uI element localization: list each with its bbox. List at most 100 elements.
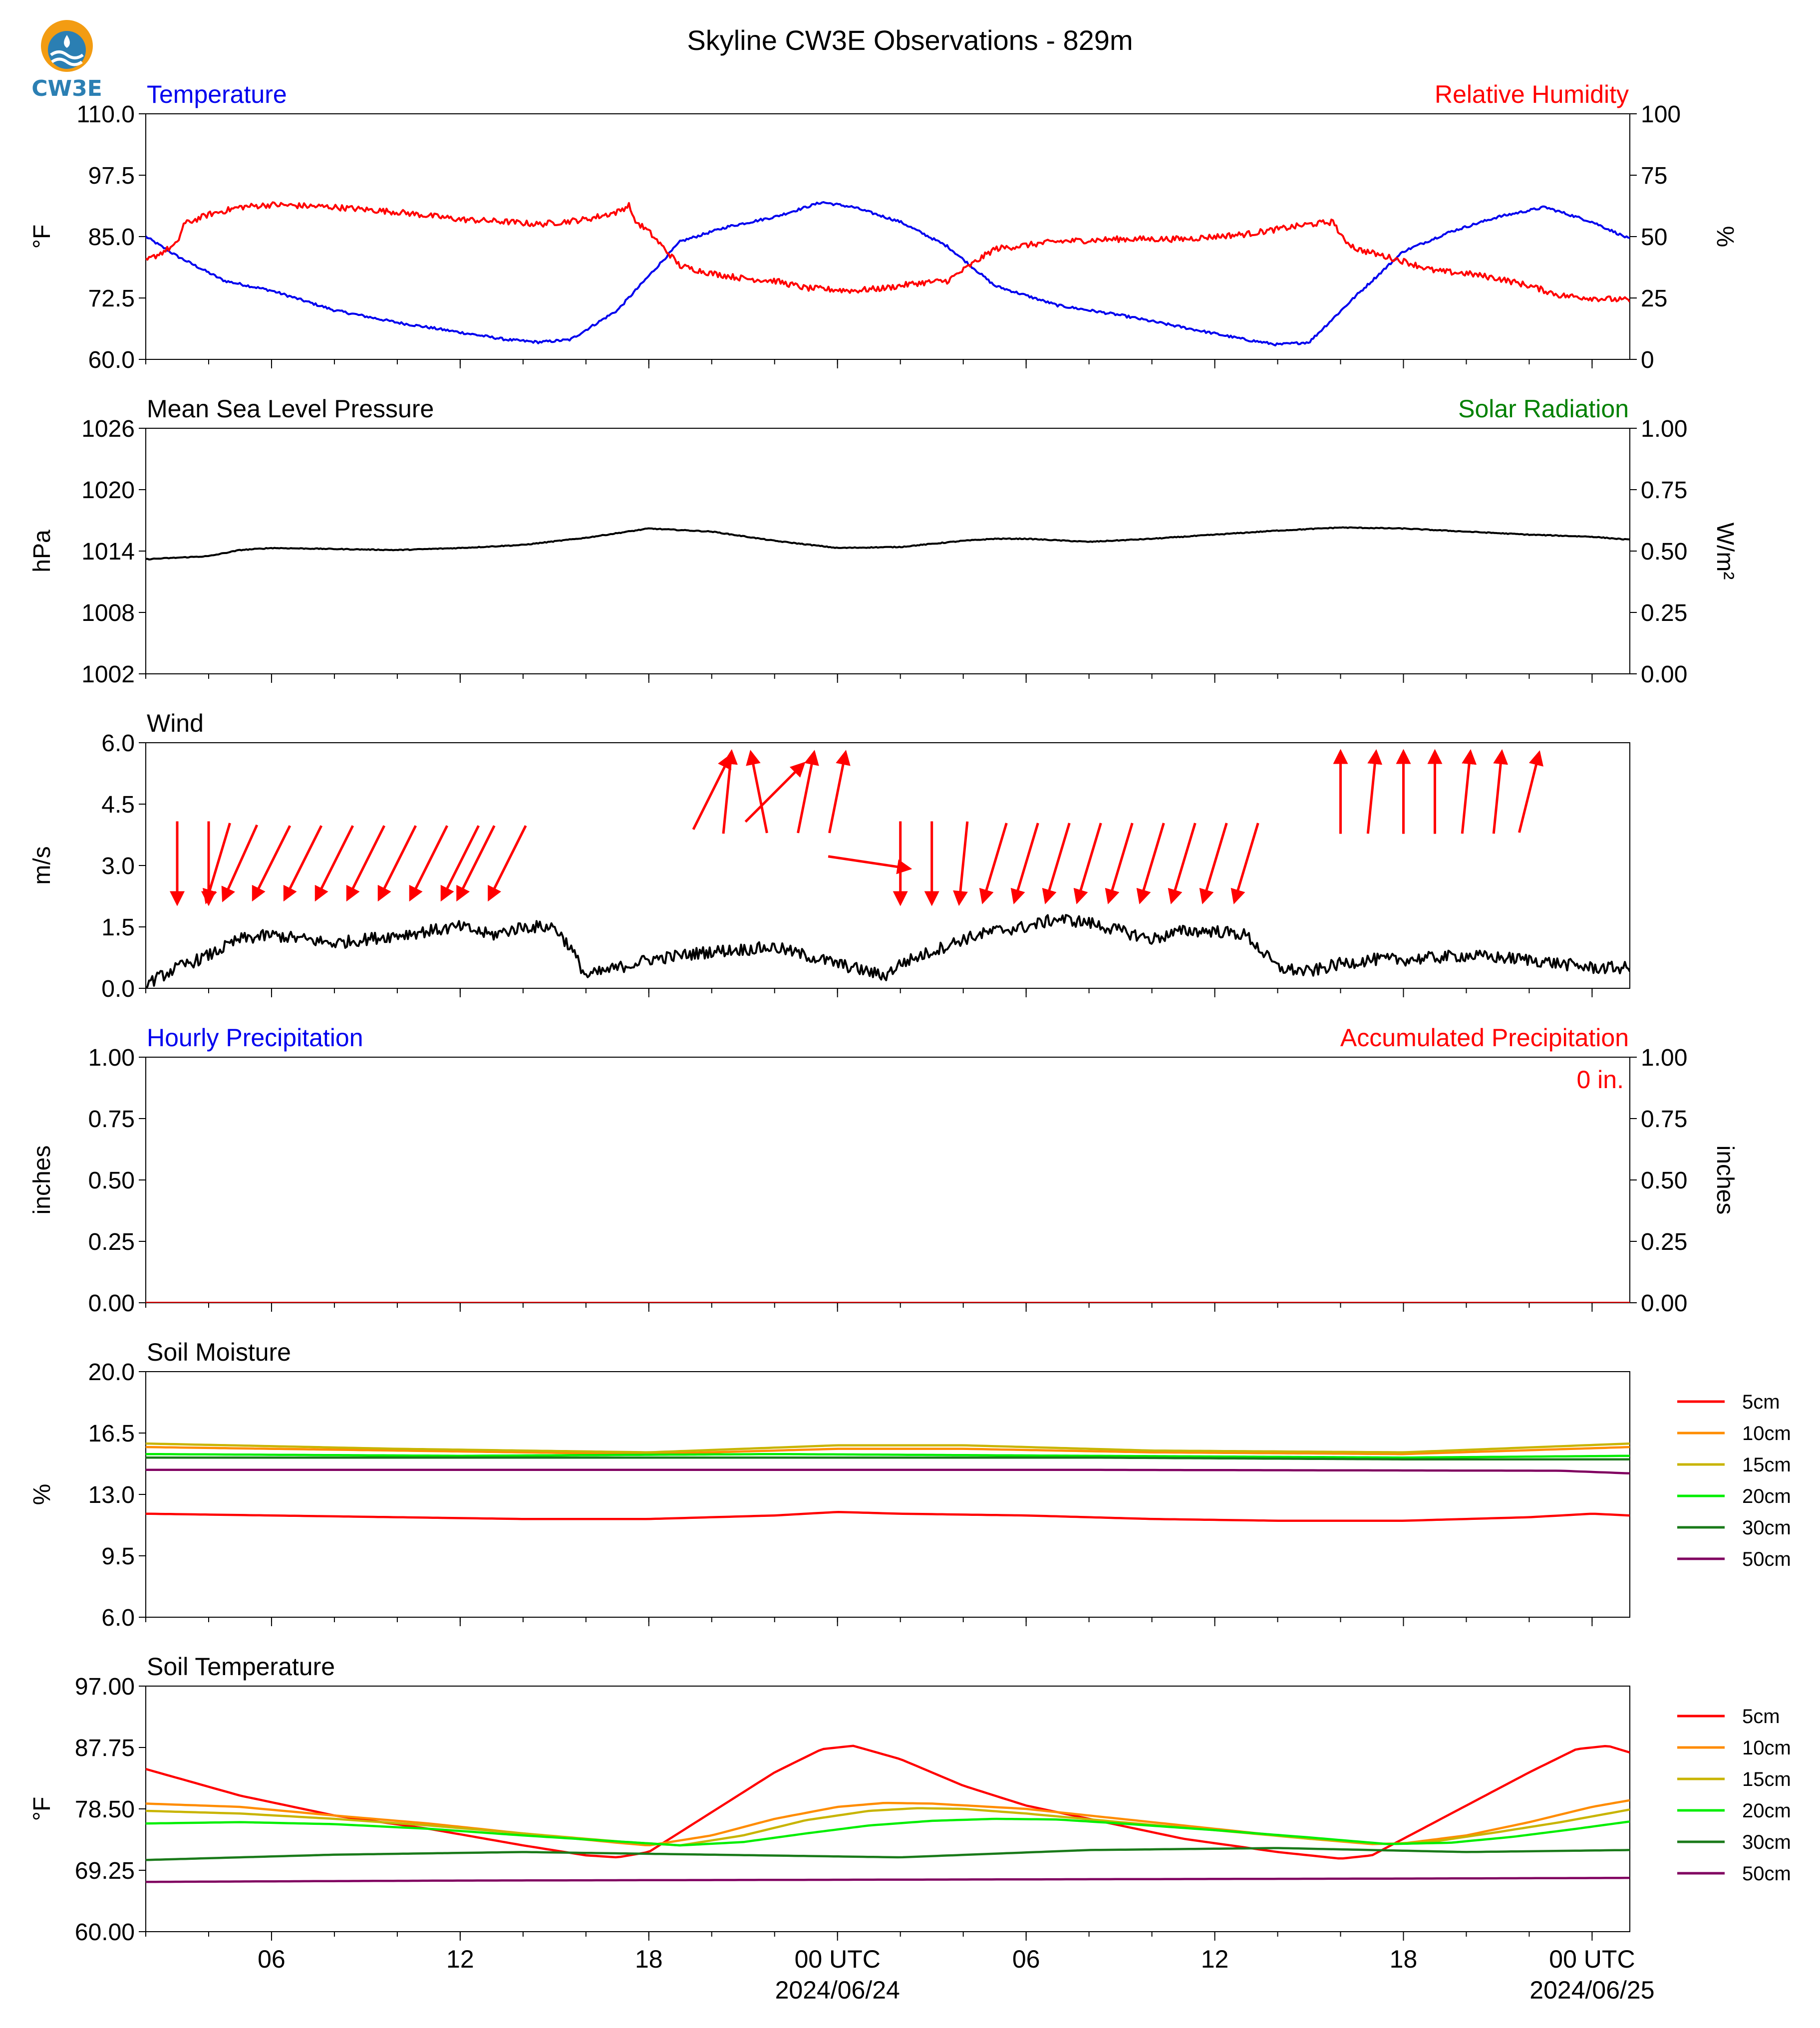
wind-arrow [1042, 823, 1071, 904]
series-line-15cm [146, 1442, 1630, 1453]
y-tick-label: 110.0 [76, 101, 135, 128]
wind-arrow [692, 753, 731, 830]
logo-wave-1 [50, 50, 84, 59]
y-tick-label: 6.0 [101, 730, 135, 757]
x-axis-labels: 06 12 18 00 UTC 2024/06/24 06 12 18 00 UTC 2024/0… [258, 1945, 1654, 2004]
y-tick-label-right: 0.75 [1641, 1106, 1687, 1133]
x-tick-label: 12 [446, 1945, 474, 1973]
y-tick-label: 0.00 [88, 1290, 135, 1317]
logo-text: CW3E [31, 76, 102, 101]
wind-arrow [221, 824, 259, 902]
wind-arrow [1461, 749, 1477, 834]
wind-arrow [746, 750, 768, 834]
panel-soil_moisture: 6.0 9.5 13.0 16.5 20.0 Soil Moisture% 5cm 10cm 1… [29, 1338, 1791, 1631]
y-tick-label: 4.5 [101, 792, 135, 818]
legend-label: 30cm [1742, 1831, 1791, 1853]
panel-title-left: Temperature [147, 80, 287, 108]
panel-title-left: Mean Sea Level Pressure [147, 395, 434, 423]
wind-arrow [828, 750, 851, 834]
wind-arrow [1168, 823, 1197, 904]
panel-title-right: Solar Radiation [1458, 395, 1629, 423]
wind-arrow [1492, 749, 1509, 834]
x-tick-label: 18 [635, 1945, 663, 1973]
wind-arrow [377, 825, 417, 902]
y-tick-label: 87.75 [75, 1735, 135, 1761]
y-tick-label: 69.25 [75, 1858, 135, 1884]
wind-arrow [409, 825, 449, 902]
series-line-10cm [146, 1446, 1630, 1455]
x-tick-label: 06 [258, 1945, 286, 1973]
y-tick-label: 0.25 [88, 1229, 135, 1255]
series-line-5cm [146, 1510, 1630, 1522]
wind-arrow [314, 825, 354, 902]
legend-label: 20cm [1742, 1485, 1791, 1507]
wind-arrow [1518, 750, 1543, 833]
y-tick-label-right: 1.00 [1641, 1045, 1687, 1071]
panel-pressure: 1002 1008 1014 1020 1026 0.00 0.25 0.50 0.75 1.00… [29, 395, 1738, 688]
legend-label: 5cm [1742, 1391, 1780, 1413]
wind-arrow [797, 750, 819, 834]
series-line-50cm [146, 1468, 1630, 1475]
wind-arrow [1073, 823, 1102, 904]
panel-title-left: Hourly Precipitation [147, 1024, 363, 1052]
series-line-mean-sea-level-pressure [146, 526, 1630, 561]
wind-arrow [1230, 823, 1259, 904]
y-tick-label: 13.0 [88, 1482, 135, 1508]
y-axis-label-right: W/m² [1712, 523, 1738, 580]
y-tick-label-right: 0 [1641, 347, 1654, 373]
y-axis-label: hPa [29, 530, 55, 573]
y-tick-label-right: 100 [1641, 101, 1681, 128]
y-tick-label: 0.75 [88, 1106, 135, 1133]
y-tick-label: 97.5 [88, 163, 135, 189]
wind-arrow [744, 762, 806, 823]
wind-arrow [979, 823, 1008, 904]
legend-label: 10cm [1742, 1737, 1791, 1759]
wind-arrow [1199, 823, 1228, 904]
accumulated-total-label: 0 in. [1576, 1066, 1624, 1094]
y-axis-label: °F [29, 225, 55, 249]
y-tick-label: 1020 [81, 477, 135, 504]
wind-arrow [456, 825, 496, 902]
panel-temperature: 60.0 72.5 85.0 97.5 110.0 0 25 50 75 100 Temperatu… [29, 80, 1738, 373]
y-tick-label-right: 0.50 [1641, 1167, 1687, 1194]
y-tick-label-right: 1.00 [1641, 416, 1687, 442]
y-tick-label-right: 0.50 [1641, 539, 1687, 565]
wind-arrow [346, 825, 386, 902]
x-tick-label: 06 [1012, 1945, 1040, 1973]
cw3e-logo: CW3E [31, 20, 102, 101]
y-tick-label: 20.0 [88, 1359, 135, 1386]
panel-title-right: Accumulated Precipitation [1340, 1024, 1629, 1052]
y-axis-label: °F [29, 1797, 55, 1821]
y-tick-label-right: 0.75 [1641, 477, 1687, 504]
y-tick-label-right: 25 [1641, 286, 1667, 312]
legend-label: 5cm [1742, 1706, 1780, 1728]
panel-title-left: Soil Temperature [147, 1653, 335, 1681]
y-tick-label: 0.50 [88, 1167, 135, 1194]
y-tick-label: 60.00 [75, 1919, 135, 1946]
y-axis-label: m/s [29, 846, 55, 884]
y-tick-label: 9.5 [101, 1543, 135, 1570]
y-tick-label: 1002 [81, 661, 135, 688]
y-tick-label: 6.0 [101, 1605, 135, 1631]
y-tick-label: 78.50 [75, 1796, 135, 1823]
wind-arrow [1010, 823, 1039, 904]
y-tick-label: 3.0 [101, 853, 135, 879]
wind-arrow [1136, 823, 1165, 904]
y-tick-label: 97.00 [75, 1674, 135, 1700]
panel-soil_temperature: 60.00 69.25 78.50 87.75 97.00 Soil Temperatur… [29, 1653, 1791, 1946]
wind-arrow [953, 821, 969, 906]
series-line-20cm [146, 1452, 1630, 1459]
panel-title-right: Relative Humidity [1435, 80, 1629, 108]
series-line-20cm [146, 1817, 1630, 1847]
x-tick-label: 12 [1201, 1945, 1229, 1973]
series-line-relative-humidity [146, 201, 1630, 302]
y-tick-label-right: 0.25 [1641, 600, 1687, 626]
y-axis-label-right: % [1712, 226, 1738, 248]
wind-arrow [283, 825, 323, 902]
wind-arrow [722, 749, 738, 834]
x-tick-label: 00 UTC [1549, 1945, 1635, 1973]
y-tick-label: 1.5 [101, 914, 135, 941]
y-tick-label: 1008 [81, 600, 135, 626]
panel-title-left: Soil Moisture [147, 1338, 291, 1366]
x-tick-label: 18 [1390, 1945, 1418, 1973]
